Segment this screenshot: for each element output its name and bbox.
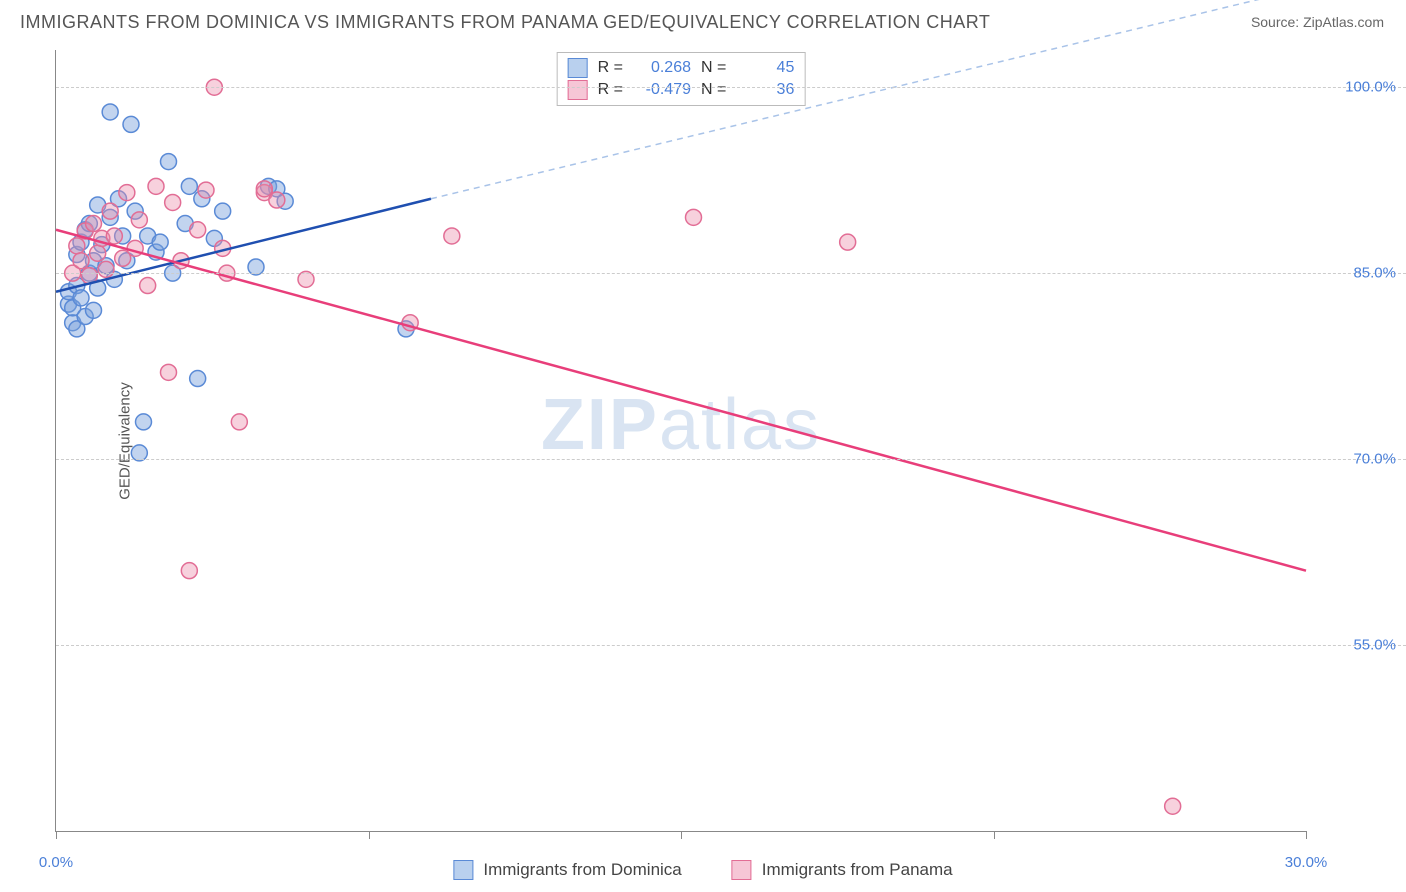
n-label: N = xyxy=(701,59,726,77)
source-attribution: Source: ZipAtlas.com xyxy=(1251,14,1384,30)
gridline xyxy=(56,87,1406,88)
legend-item: Immigrants from Dominica xyxy=(453,860,681,880)
data-point xyxy=(136,414,152,430)
series-legend: Immigrants from Dominica Immigrants from … xyxy=(453,860,952,880)
data-point xyxy=(90,245,106,261)
legend-swatch xyxy=(568,80,588,100)
legend-row: R = 0.268 N = 45 xyxy=(568,57,795,79)
x-tick-label: 0.0% xyxy=(39,854,73,871)
data-point xyxy=(840,234,856,250)
x-tick xyxy=(56,831,57,839)
legend-swatch xyxy=(732,860,752,880)
x-tick xyxy=(994,831,995,839)
data-point xyxy=(148,178,164,194)
r-value: -0.479 xyxy=(633,81,691,99)
data-point xyxy=(269,192,285,208)
data-point xyxy=(98,261,114,277)
y-tick-label: 55.0% xyxy=(1353,637,1396,654)
data-point xyxy=(215,203,231,219)
legend-swatch xyxy=(568,58,588,78)
data-point xyxy=(190,371,206,387)
x-tick xyxy=(681,831,682,839)
plot-area: GED/Equivalency ZIPatlas R =0.268N =45R … xyxy=(55,50,1306,832)
correlation-legend: R = 0.268 N = 45 R = -0.479 N = 36 xyxy=(557,52,806,106)
chart-svg xyxy=(56,50,1306,831)
data-point xyxy=(102,203,118,219)
data-point xyxy=(181,563,197,579)
data-point xyxy=(152,234,168,250)
y-tick-label: 100.0% xyxy=(1345,79,1396,96)
chart-title: IMMIGRANTS FROM DOMINICA VS IMMIGRANTS F… xyxy=(20,12,990,33)
legend-swatch xyxy=(453,860,473,880)
data-point xyxy=(444,228,460,244)
x-tick xyxy=(369,831,370,839)
legend-item: Immigrants from Panama xyxy=(732,860,953,880)
data-point xyxy=(102,104,118,120)
data-point xyxy=(106,228,122,244)
y-tick-label: 85.0% xyxy=(1353,265,1396,282)
data-point xyxy=(86,216,102,232)
data-point xyxy=(190,222,206,238)
data-point xyxy=(256,181,272,197)
data-point xyxy=(165,194,181,210)
data-point xyxy=(69,238,85,254)
x-tick xyxy=(1306,831,1307,839)
data-point xyxy=(123,116,139,132)
data-point xyxy=(131,212,147,228)
data-point xyxy=(119,185,135,201)
legend-row: R = -0.479 N = 36 xyxy=(568,79,795,101)
n-value: 45 xyxy=(736,59,794,77)
r-label: R = xyxy=(598,81,623,99)
data-point xyxy=(73,253,89,269)
gridline xyxy=(56,273,1406,274)
data-point xyxy=(1165,798,1181,814)
data-point xyxy=(73,290,89,306)
n-label: N = xyxy=(701,81,726,99)
r-value: 0.268 xyxy=(633,59,691,77)
trend-line xyxy=(56,230,1306,571)
gridline xyxy=(56,645,1406,646)
data-point xyxy=(198,182,214,198)
legend-label: Immigrants from Panama xyxy=(762,860,953,880)
x-tick-label: 30.0% xyxy=(1285,854,1328,871)
y-tick-label: 70.0% xyxy=(1353,451,1396,468)
data-point xyxy=(86,302,102,318)
gridline xyxy=(56,459,1406,460)
legend-label: Immigrants from Dominica xyxy=(483,860,681,880)
data-point xyxy=(161,364,177,380)
data-point xyxy=(231,414,247,430)
data-point xyxy=(140,278,156,294)
data-point xyxy=(161,154,177,170)
data-point xyxy=(181,178,197,194)
r-label: R = xyxy=(598,59,623,77)
data-point xyxy=(686,209,702,225)
n-value: 36 xyxy=(736,81,794,99)
